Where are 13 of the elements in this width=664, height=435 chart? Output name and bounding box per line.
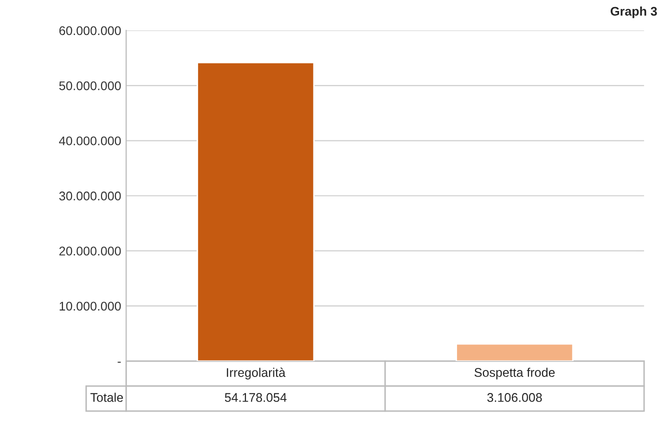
x-tick-label: Sospetta frode	[474, 368, 555, 380]
chart-title: Graph 3	[610, 6, 657, 18]
y-tick-label: 50.000.000	[59, 81, 121, 90]
text: Totale	[90, 392, 123, 402]
y-tick-label: 10.000.000	[60, 302, 121, 311]
y-tick-label: 20.000.000	[59, 246, 121, 256]
x-tick-label: Irregolarità	[226, 368, 286, 380]
y-tick-label: 30.000.000	[59, 192, 121, 200]
y-tick-label: 60.000.000	[59, 26, 121, 36]
data-label: 3.106.008	[487, 393, 542, 402]
y-tick-label: 40.000.000	[59, 136, 121, 146]
y-tick-label: -	[118, 362, 121, 363]
data-label: 54.178.054	[224, 393, 287, 402]
